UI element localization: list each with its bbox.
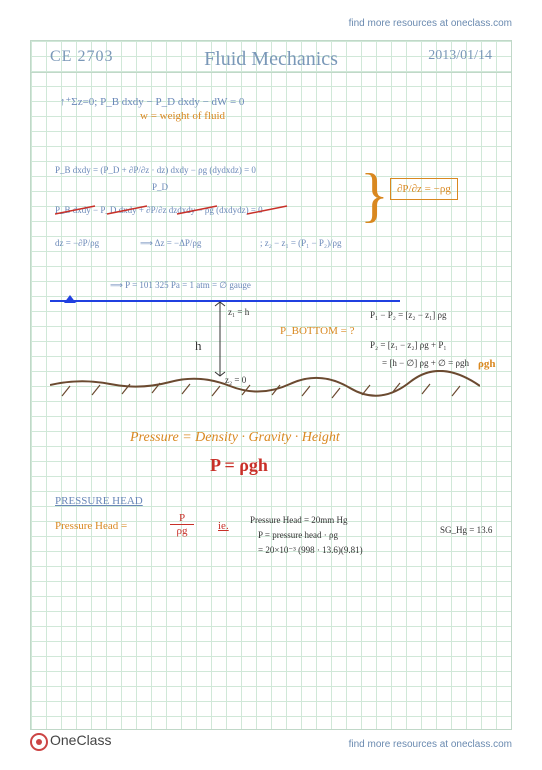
pressure-head-label: Pressure Head =: [55, 520, 127, 532]
bottom-watermark-link: find more resources at oneclass.com: [349, 739, 512, 750]
header-rule: [30, 72, 512, 73]
logo-text: OneClass: [50, 732, 111, 748]
eq-z2z1: ; z₂ − z₁ = (P₁ − P₂)/ρg: [260, 238, 342, 248]
eq-weight-note: w = weight of fluid: [140, 110, 225, 122]
frac-top: P: [170, 512, 194, 524]
pressure-formula: P = ρgh: [210, 455, 268, 476]
eq-dz: dz = −∂P/ρg: [55, 238, 99, 248]
height-dimension: [210, 300, 230, 380]
top-watermark-link: find more resources at oneclass.com: [349, 18, 512, 29]
z1-label: z₁ = h: [228, 307, 249, 317]
frac-bot: ρg: [170, 525, 194, 537]
boxed-eq-text: ∂P/∂z = −ρg: [390, 178, 458, 200]
eq-deltaz: ⟹ Δz = −ΔP/ρg: [140, 238, 201, 249]
eq-p2-result-text: = [h − ∅] ρg + ∅ = ρgh: [382, 358, 469, 368]
eq-atm: ⟹ P = 101 325 Pa = 1 atm = ∅ gauge: [110, 280, 251, 291]
pressure-head-title: PRESSURE HEAD: [55, 495, 143, 507]
page-title: Fluid Mechanics: [204, 48, 338, 71]
logo-bottom: OneClass: [30, 732, 111, 749]
eq-p1p2: P₁ − P₂ = [z₂ − z₁] ρg: [370, 310, 447, 320]
pressure-head-frac: P ρg: [170, 512, 194, 537]
rho-g-h-highlight: ρgh: [478, 358, 496, 370]
eq-expansion: P_B dxdy = (P_D + ∂P/∂z · dz) dxdy − ρg …: [55, 165, 315, 175]
pressure-words: Pressure = Density · Gravity · Height: [130, 430, 340, 446]
example-line2: P = pressure head · ρg: [258, 530, 338, 540]
example-line3: = 20×10⁻³ (998 · 13.6)(9.81): [258, 545, 363, 556]
example-line1: Pressure Head = 20mm Hg: [250, 515, 348, 525]
ie-label: ie.: [218, 520, 229, 532]
eq-sum-forces: ↑⁺Σz=0; P_B dxdy − P_D dxdy − dW = 0: [60, 95, 244, 108]
p-bottom-label: P_BOTTOM = ?: [280, 325, 354, 337]
eq-p2-result: = [h − ∅] ρg + ∅ = ρgh: [382, 358, 469, 369]
strikethrough-marks: [55, 202, 355, 220]
seabed: [50, 370, 480, 400]
brace-icon: }: [360, 180, 389, 210]
page-date: 2013/01/14: [428, 48, 492, 64]
eq-expansion-under: P_D: [152, 182, 168, 192]
boxed-dpdz: ∂P/∂z = −ρg: [390, 178, 458, 200]
eq-p2: P₂ = [z₁ − z₂] ρg + P₁: [370, 340, 447, 350]
course-code: CE 2703: [50, 48, 113, 66]
logo-icon: [30, 733, 46, 749]
h-label: h: [195, 338, 202, 354]
sg-hg: SG_Hg = 13.6: [440, 525, 492, 535]
